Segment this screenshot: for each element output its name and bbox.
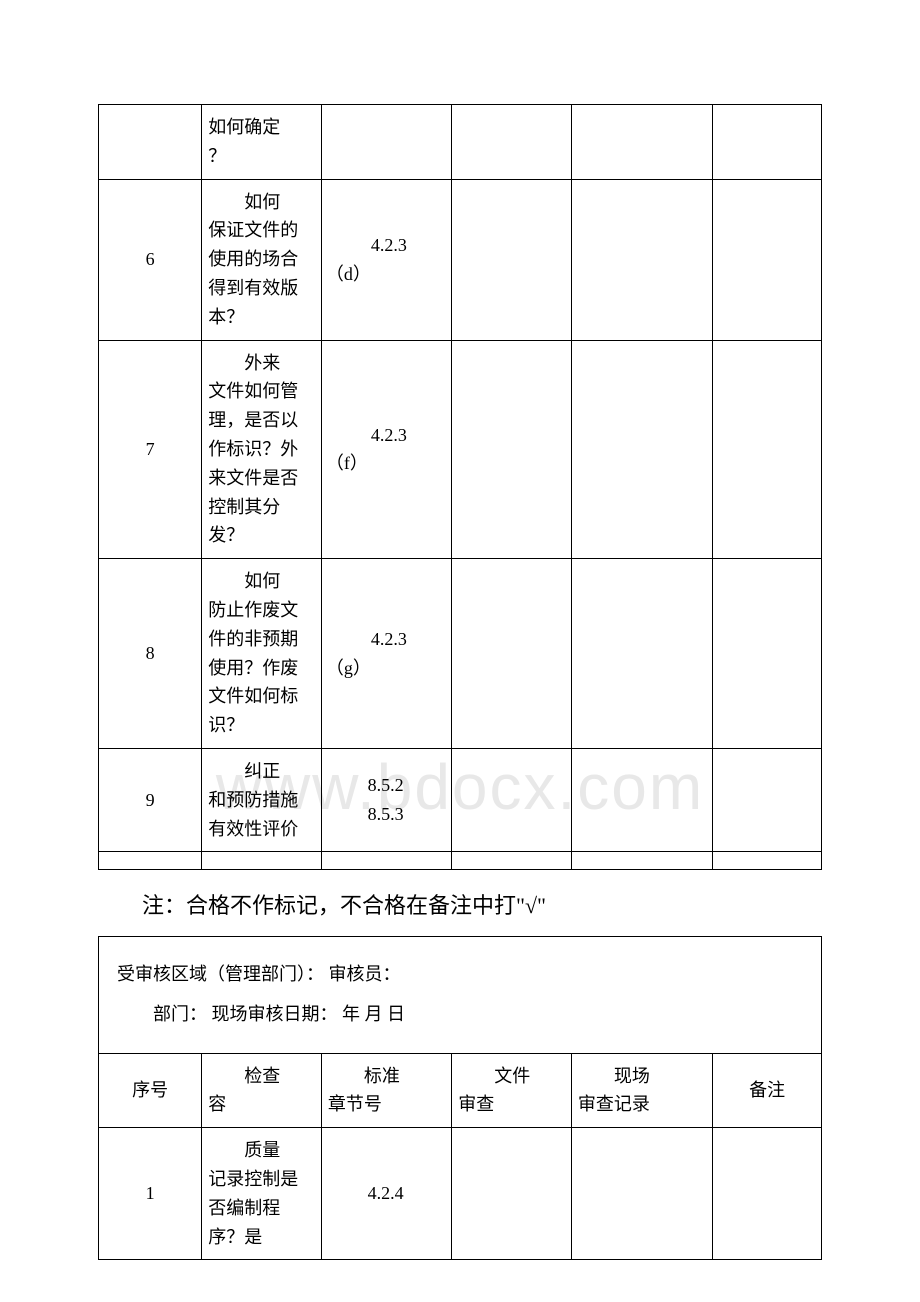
cell-record — [571, 748, 712, 851]
th-chapter: 标准章节号 — [321, 1053, 451, 1128]
table-row: 1 质量记录控制是否编制程序？是 4.2.4 — [99, 1128, 822, 1260]
content-text: 记录控制是否编制程序？是 — [208, 1169, 298, 1247]
th-content-l1: 检查 — [208, 1062, 315, 1091]
table-row: 如何确定 ？ — [99, 105, 822, 180]
content-text: 外来 — [208, 349, 315, 378]
cell-filecheck — [452, 559, 572, 749]
cell-remark — [713, 340, 822, 559]
th-chapter-l2: 章节号 — [328, 1094, 382, 1114]
table-row: 6 如何保证文件的使用的场合得到有效版本？ 4.2.3 （d） — [99, 179, 822, 340]
th-file-l2: 审查 — [458, 1090, 565, 1119]
chapter-text: 4.2.3 — [326, 231, 445, 260]
cell-content: 质量记录控制是否编制程序？是 — [202, 1128, 322, 1260]
header-line2: 部门： 现场审核日期： 年 月 日 — [117, 995, 803, 1035]
cell-record — [571, 852, 712, 870]
th-rec-l2: 审查记录 — [578, 1090, 706, 1119]
cell-filecheck — [452, 105, 572, 180]
header-dept: 部门： — [153, 1004, 207, 1024]
content-text: 文件如何管理，是否以作标识？外来文件是否控制其分发？ — [208, 381, 298, 545]
cell-seq: 7 — [99, 340, 202, 559]
cell-chapter: 4.2.3 （d） — [321, 179, 451, 340]
cell-content: 如何确定 ？ — [202, 105, 322, 180]
th-file-l1: 文件 — [458, 1062, 565, 1091]
th-chapter-l1: 标准 — [328, 1062, 445, 1091]
content-text: 和预防措施有效性评价 — [208, 790, 298, 839]
cell-chapter — [321, 105, 451, 180]
cell-seq: 8 — [99, 559, 202, 749]
content-text: 防止作废文件的非预期使用？作废文件如何标识？ — [208, 600, 298, 735]
table-header-row: 序号 检查容 标准章节号 文件审查 现场审查记录 备注 — [99, 1053, 822, 1128]
cell-remark — [713, 1128, 822, 1260]
content-text: 质量 — [208, 1136, 315, 1165]
chapter-text: 4.2.3 — [326, 625, 445, 654]
chapter-sub: 8.5.3 — [326, 800, 445, 829]
content-text: 保证文件的使用的场合得到有效版本？ — [208, 220, 298, 326]
cell-seq: 1 — [99, 1128, 202, 1260]
cell-content: 外来文件如何管理，是否以作标识？外来文件是否控制其分发？ — [202, 340, 322, 559]
header-date: 现场审核日期： 年 月 日 — [207, 1004, 405, 1024]
cell-seq: 6 — [99, 179, 202, 340]
th-filecheck: 文件审查 — [452, 1053, 572, 1128]
table-row: 9 纠正和预防措施有效性评价 8.5.2 8.5.3 — [99, 748, 822, 851]
th-seq: 序号 — [99, 1053, 202, 1128]
cell-chapter: 4.2.3 （f） — [321, 340, 451, 559]
header-info-cell: 受审核区域（管理部门）： 审核员： 部门： 现场审核日期： 年 月 日 — [99, 937, 822, 1053]
cell-record — [571, 559, 712, 749]
cell-chapter — [321, 852, 451, 870]
cell-content — [202, 852, 322, 870]
cell-chapter: 4.2.4 — [321, 1128, 451, 1260]
content-text: 如何 — [208, 188, 315, 217]
cell-content: 如何保证文件的使用的场合得到有效版本？ — [202, 179, 322, 340]
th-remark: 备注 — [713, 1053, 822, 1128]
cell-remark — [713, 748, 822, 851]
th-record: 现场审查记录 — [571, 1053, 712, 1128]
cell-remark — [713, 559, 822, 749]
table-row: 7 外来文件如何管理，是否以作标识？外来文件是否控制其分发？ 4.2.3 （f） — [99, 340, 822, 559]
th-content-l2: 容 — [208, 1094, 226, 1114]
content-text: 纠正 — [208, 757, 315, 786]
cell-filecheck — [452, 340, 572, 559]
cell-content: 如何防止作废文件的非预期使用？作废文件如何标识？ — [202, 559, 322, 749]
cell-record — [571, 340, 712, 559]
cell-seq: 9 — [99, 748, 202, 851]
content-text: 如何 — [208, 567, 315, 596]
cell-filecheck — [452, 1128, 572, 1260]
cell-chapter: 8.5.2 8.5.3 — [321, 748, 451, 851]
cell-content: 纠正和预防措施有效性评价 — [202, 748, 322, 851]
cell-filecheck — [452, 748, 572, 851]
chapter-text: 8.5.2 — [326, 771, 445, 800]
content-text: 如何确定 — [208, 117, 280, 137]
note-text: 注：合格不作标记，不合格在备注中打"√" — [98, 870, 822, 936]
th-content: 检查容 — [202, 1053, 322, 1128]
cell-record — [571, 105, 712, 180]
chapter-text: 4.2.3 — [326, 421, 445, 450]
chapter-sub: （f） — [326, 453, 368, 473]
content-text: ？ — [208, 142, 315, 171]
cell-record — [571, 1128, 712, 1260]
cell-seq — [99, 105, 202, 180]
cell-chapter: 4.2.3 （g） — [321, 559, 451, 749]
table-row-empty — [99, 852, 822, 870]
cell-remark — [713, 105, 822, 180]
th-rec-l1: 现场 — [578, 1062, 706, 1091]
audit-table-2: 受审核区域（管理部门）： 审核员： 部门： 现场审核日期： 年 月 日 序号 检… — [98, 936, 822, 1260]
cell-seq — [99, 852, 202, 870]
cell-remark — [713, 852, 822, 870]
header-line1: 受审核区域（管理部门）： 审核员： — [117, 955, 803, 995]
cell-remark — [713, 179, 822, 340]
cell-record — [571, 179, 712, 340]
table-header-info-row: 受审核区域（管理部门）： 审核员： 部门： 现场审核日期： 年 月 日 — [99, 937, 822, 1053]
table-row: 8 如何防止作废文件的非预期使用？作废文件如何标识？ 4.2.3 （g） — [99, 559, 822, 749]
cell-filecheck — [452, 852, 572, 870]
chapter-sub: （g） — [326, 658, 371, 678]
audit-table-1: 如何确定？ 6 如何保证文件的使用的场合得到有效版本？ 4.2.3 （d） 7 … — [98, 104, 822, 870]
cell-filecheck — [452, 179, 572, 340]
chapter-sub: （d） — [326, 264, 371, 284]
